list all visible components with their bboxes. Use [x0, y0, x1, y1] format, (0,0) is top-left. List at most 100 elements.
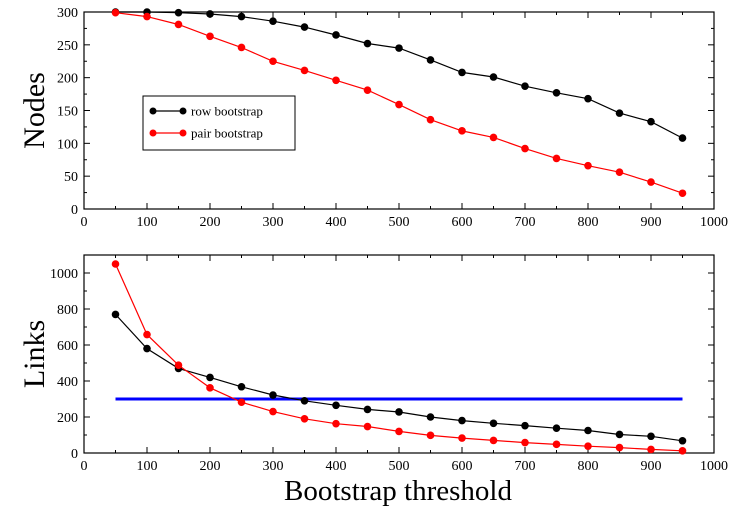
nodes-panel: 0 100 200 300 400 500 600 700 800 900 1000 0 50 100 15…: [18, 6, 728, 230]
data-point: [426, 431, 435, 440]
data-point: [206, 373, 214, 382]
data-point: [521, 421, 529, 430]
data-point: [300, 66, 309, 75]
data-point: [332, 31, 340, 39]
data-point: [332, 76, 340, 85]
data-point: [584, 161, 592, 170]
data-point: [615, 430, 624, 439]
x-tick-label: 700: [515, 459, 536, 474]
y-tick-label: 0: [71, 447, 78, 462]
data-point: [269, 57, 277, 66]
data-point: [206, 32, 214, 41]
x-tick-label: 400: [326, 459, 347, 474]
legend-box: [142, 95, 296, 151]
data-point: [363, 405, 372, 414]
data-point: [521, 82, 529, 91]
data-point: [615, 109, 624, 117]
series-line: [114, 263, 683, 452]
data-point: [269, 17, 277, 25]
data-point: [111, 8, 120, 17]
data-point: [426, 413, 435, 421]
x-axis-label: Bootstrap threshold: [284, 475, 512, 507]
data-point: [300, 23, 309, 31]
y-tick-label: 400: [57, 375, 78, 390]
y-tick-label: 0: [71, 203, 78, 218]
y-tick-label: 150: [57, 105, 78, 120]
series-line: [115, 313, 683, 442]
data-point: [489, 133, 498, 142]
x-tick-label: 1000: [700, 459, 728, 474]
data-point: [426, 115, 435, 124]
x-tick-label: 100: [137, 459, 158, 474]
data-point: [584, 426, 592, 435]
x-tick-label: 600: [452, 215, 473, 230]
data-point: [206, 10, 214, 18]
data-point: [395, 100, 403, 109]
data-point: [678, 436, 687, 445]
data-point: [395, 44, 403, 52]
y-tick-label: 250: [57, 39, 78, 54]
data-point: [395, 408, 403, 416]
y-tick-label: 1000: [50, 267, 78, 282]
x-tick-label: 200: [200, 459, 221, 474]
data-point: [489, 419, 498, 428]
data-point: [269, 407, 277, 416]
x-tick-label: 300: [263, 215, 284, 230]
legend-marker: [179, 107, 187, 115]
data-point: [332, 401, 340, 410]
data-point: [458, 127, 466, 135]
data-point: [395, 427, 403, 436]
data-point: [237, 382, 246, 391]
data-point: [552, 424, 561, 432]
data-point: [111, 310, 120, 319]
legend-label: pair bootstrap: [191, 126, 263, 141]
x-tick-label: 500: [389, 459, 410, 474]
legend-marker: [149, 129, 157, 137]
data-point: [647, 178, 655, 186]
x-tick-label: 200: [200, 215, 221, 230]
x-tick-label: 300: [263, 459, 284, 474]
x-tick-label: 1000: [700, 215, 728, 230]
data-point: [174, 361, 183, 369]
data-point: [300, 397, 309, 405]
x-tick-label: 900: [641, 215, 662, 230]
y-axis-label: Nodes: [18, 72, 51, 149]
legend-marker: [149, 107, 157, 115]
data-point: [489, 73, 498, 81]
data-point: [269, 391, 277, 399]
data-point: [615, 168, 624, 177]
y-tick-label: 800: [57, 303, 78, 318]
data-point: [332, 419, 340, 428]
x-tick-label: 0: [81, 215, 88, 230]
links-panel: 0 100 200 300 400 500 600 700 800 900 1000 0 200 400 6…: [18, 254, 728, 474]
data-point: [521, 438, 529, 447]
data-point: [426, 56, 435, 64]
plot-frame: [83, 254, 715, 454]
data-point: [206, 384, 214, 392]
data-point: [678, 134, 687, 142]
x-tick-label: 100: [137, 215, 158, 230]
data-point: [174, 20, 183, 29]
data-point: [521, 144, 529, 153]
data-point: [143, 344, 151, 353]
data-point: [678, 447, 687, 455]
x-tick-label: 700: [515, 215, 536, 230]
data-point: [363, 422, 372, 431]
legend-label: row bootstrap: [191, 104, 263, 119]
x-tick-label: 800: [578, 459, 599, 474]
data-point: [615, 443, 624, 452]
data-point: [143, 12, 151, 21]
data-point: [584, 442, 592, 450]
x-tick-label: 900: [641, 459, 662, 474]
legend-marker: [179, 129, 187, 137]
data-point: [237, 398, 246, 407]
x-tick-label: 0: [81, 459, 88, 474]
data-point: [489, 436, 498, 445]
y-tick-label: 200: [57, 411, 78, 426]
data-point: [111, 260, 120, 268]
data-point: [647, 432, 655, 441]
y-tick-label: 100: [57, 137, 78, 152]
data-point: [552, 88, 561, 97]
data-point: [237, 43, 246, 52]
